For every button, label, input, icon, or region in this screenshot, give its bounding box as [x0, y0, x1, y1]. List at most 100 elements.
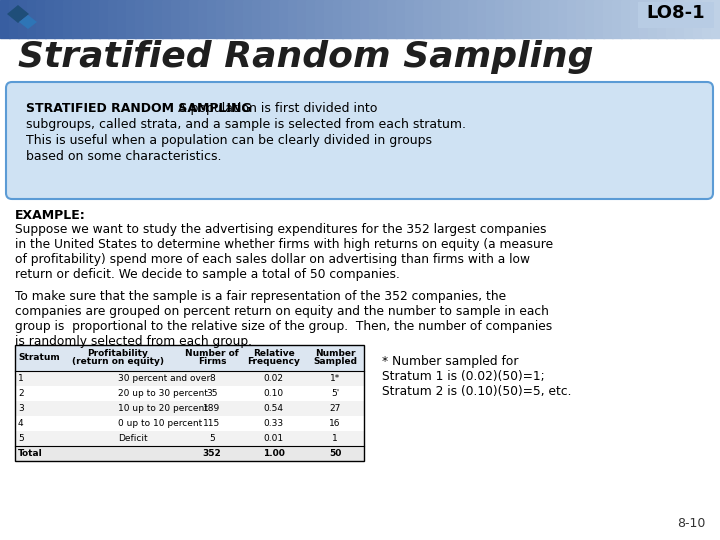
Text: of profitability) spend more of each sales dollar on advertising than firms with: of profitability) spend more of each sal… [15, 253, 530, 266]
Bar [675, 0, 685, 38]
Text: A population is first divided into: A population is first divided into [174, 102, 377, 115]
Bar [486, 0, 496, 38]
Text: Relative: Relative [253, 349, 294, 359]
Bar [369, 0, 379, 38]
Text: 0.01: 0.01 [264, 434, 284, 443]
Bar [252, 0, 262, 38]
Text: Deficit: Deficit [118, 434, 148, 443]
Bar [162, 0, 172, 38]
Bar [261, 0, 271, 38]
Text: This is useful when a population can be clearly divided in groups: This is useful when a population can be … [26, 134, 432, 147]
Bar [468, 0, 478, 38]
Bar [180, 0, 190, 38]
Text: Stratum: Stratum [18, 354, 60, 362]
Bar [360, 0, 370, 38]
Text: 8-10: 8-10 [677, 517, 705, 530]
Bar [15, 416, 364, 431]
Text: 16: 16 [329, 419, 341, 428]
Bar [504, 0, 514, 38]
Bar [288, 0, 298, 38]
Bar [189, 0, 199, 38]
Bar [279, 0, 289, 38]
Bar [297, 0, 307, 38]
Bar [27, 0, 37, 38]
Bar [513, 0, 523, 38]
Bar [603, 0, 613, 38]
Bar [15, 371, 364, 386]
Bar [90, 0, 100, 38]
Bar [333, 0, 343, 38]
Text: Sampled: Sampled [313, 357, 357, 367]
Text: 1.00: 1.00 [263, 449, 284, 458]
Text: Profitability: Profitability [88, 349, 148, 359]
Bar [9, 0, 19, 38]
Bar [702, 0, 712, 38]
Text: 352: 352 [202, 449, 221, 458]
Bar [684, 0, 694, 38]
Bar [432, 0, 442, 38]
Bar [351, 0, 361, 38]
Bar [639, 0, 649, 38]
Bar [117, 0, 127, 38]
Text: 1: 1 [18, 374, 24, 383]
Bar [81, 0, 91, 38]
Text: 20 up to 30 percent: 20 up to 30 percent [118, 389, 208, 398]
Bar [234, 0, 244, 38]
Text: companies are grouped on percent return on equity and the number to sample in ea: companies are grouped on percent return … [15, 305, 549, 318]
Text: 0.02: 0.02 [264, 374, 284, 383]
Text: 0 up to 10 percent: 0 up to 10 percent [118, 419, 202, 428]
Bar [585, 0, 595, 38]
Bar [306, 0, 316, 38]
Text: 115: 115 [203, 419, 220, 428]
Text: 10 up to 20 percent: 10 up to 20 percent [118, 404, 208, 413]
Text: is randomly selected from each group.: is randomly selected from each group. [15, 335, 252, 348]
Text: Number of: Number of [185, 349, 239, 359]
Bar [135, 0, 145, 38]
Text: in the United States to determine whether firms with high returns on equity (a m: in the United States to determine whethe… [15, 238, 553, 251]
Bar [576, 0, 586, 38]
Text: (return on equity): (return on equity) [72, 357, 164, 367]
Text: To make sure that the sample is a fair representation of the 352 companies, the: To make sure that the sample is a fair r… [15, 290, 506, 303]
Text: 35: 35 [206, 389, 217, 398]
Bar [630, 0, 640, 38]
Bar [315, 0, 325, 38]
Text: 5: 5 [209, 434, 215, 443]
Bar [72, 0, 82, 38]
Bar [15, 345, 364, 371]
Bar [198, 0, 208, 38]
Text: 27: 27 [329, 404, 341, 413]
Bar [612, 0, 622, 38]
Bar [144, 0, 154, 38]
Text: 3: 3 [18, 404, 24, 413]
Bar [621, 0, 631, 38]
Text: Firms: Firms [198, 357, 226, 367]
Text: Frequency: Frequency [247, 357, 300, 367]
Bar [15, 446, 364, 461]
Text: 4: 4 [18, 419, 24, 428]
Bar [648, 0, 658, 38]
Text: based on some characteristics.: based on some characteristics. [26, 150, 222, 163]
Bar [108, 0, 118, 38]
Text: Stratum 1 is (0.02)(50)=1;: Stratum 1 is (0.02)(50)=1; [382, 370, 544, 383]
Bar [36, 0, 46, 38]
Text: subgroups, called strata, and a sample is selected from each stratum.: subgroups, called strata, and a sample i… [26, 118, 466, 131]
Text: 0.54: 0.54 [264, 404, 284, 413]
Bar [666, 0, 676, 38]
Bar [441, 0, 451, 38]
Bar [711, 0, 720, 38]
Bar [243, 0, 253, 38]
Bar [540, 0, 550, 38]
Bar [459, 0, 469, 38]
Text: 189: 189 [203, 404, 220, 413]
Bar [531, 0, 541, 38]
Bar [495, 0, 505, 38]
Text: Total: Total [18, 449, 42, 458]
Bar [396, 0, 406, 38]
Text: STRATIFIED RANDOM SAMPLING: STRATIFIED RANDOM SAMPLING [26, 102, 251, 115]
FancyBboxPatch shape [6, 82, 713, 199]
Text: 5: 5 [18, 434, 24, 443]
Bar [522, 0, 532, 38]
Bar [15, 345, 364, 461]
Bar [63, 0, 73, 38]
Bar [99, 0, 109, 38]
